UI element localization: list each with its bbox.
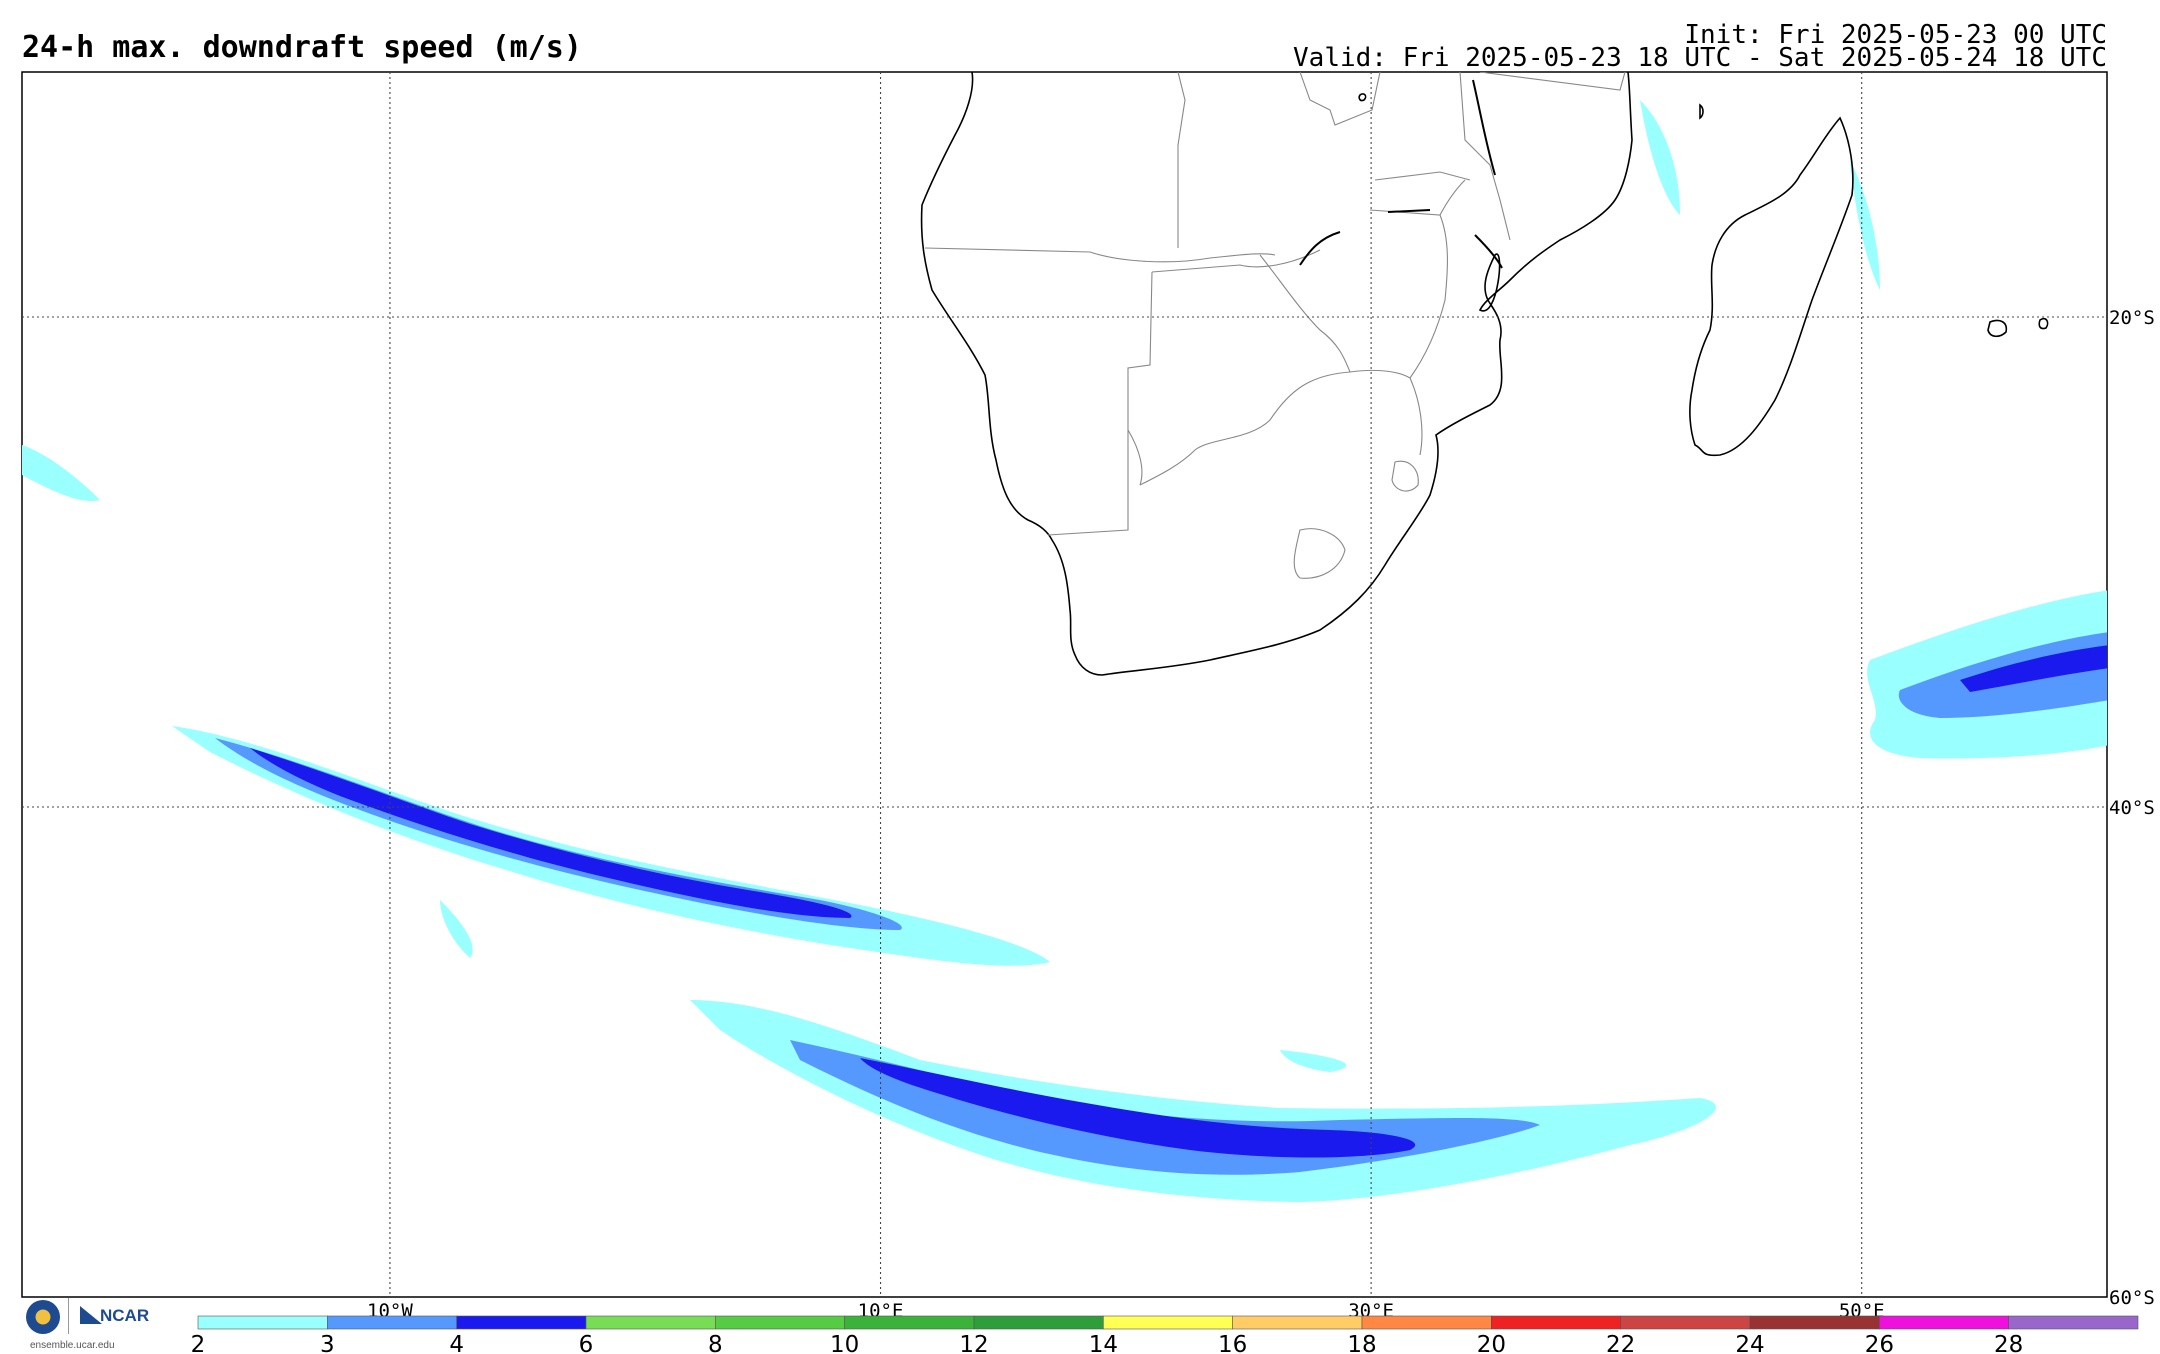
colorbar-tick-label: 10 (830, 1332, 859, 1354)
colorbar-tick-label: 12 (959, 1332, 988, 1354)
lakes (1299, 79, 1503, 269)
lat-label: 40°S (2109, 797, 2155, 819)
colorbar-tick-label: 22 (1606, 1332, 1635, 1354)
colorbar-tick-label: 20 (1477, 1332, 1506, 1354)
colorbar: 2 3 4 6 8 10 12 14 16 18 20 22 24 26 28 (191, 1315, 2139, 1354)
init-time: Init: Fri 2025-05-23 00 UTC (1684, 20, 2107, 50)
valid-time: Valid: Fri 2025-05-23 18 UTC - Sat 2025-… (1293, 43, 2107, 73)
org-logos: NCAR ensemble.ucar.edu (22, 1298, 162, 1354)
colorbar-swatch (2008, 1315, 2139, 1330)
colorbar-swatch (456, 1315, 587, 1330)
colorbar-swatch (1232, 1315, 1363, 1330)
lat-label: 60°S (2109, 1287, 2155, 1309)
colorbar-swatch (327, 1315, 457, 1330)
colorbar-swatch (1103, 1315, 1233, 1330)
downdraft-speckles (22, 100, 1880, 1072)
colorbar-tick-label: 18 (1347, 1332, 1376, 1354)
colorbar-swatch (1361, 1315, 1492, 1330)
nsf-logo-icon (26, 1300, 60, 1334)
map-title: 24-h max. downdraft speed (m/s) (22, 30, 582, 65)
colorbar-swatch (973, 1315, 1104, 1330)
colorbar-tick-label: 28 (1994, 1332, 2023, 1354)
colorbar-swatch (1879, 1315, 2009, 1330)
colorbar-tick-label: 24 (1735, 1332, 1764, 1354)
lat-label: 20°S (2109, 307, 2155, 329)
graticule (22, 72, 2107, 1297)
colorbar-swatch (844, 1315, 975, 1330)
colorbar-swatch (1620, 1315, 1751, 1330)
latitude-labels: 20°S 40°S 60°S (2109, 307, 2155, 1309)
colorbar-swatch (585, 1315, 716, 1330)
ncar-logo-icon (80, 1306, 102, 1324)
colorbar-tick-label: 16 (1218, 1332, 1247, 1354)
colorbar-tick-label: 26 (1865, 1332, 1894, 1354)
ncar-logo-text: NCAR (100, 1306, 150, 1325)
colorbar-swatch (715, 1315, 845, 1330)
colorbar-tick-label: 2 (191, 1332, 206, 1354)
site-url: ensemble.ucar.edu (30, 1340, 115, 1351)
colorbar-tick-label: 6 (579, 1332, 594, 1354)
country-borders (924, 72, 1626, 579)
downdraft-swath-east (1867, 590, 2107, 759)
colorbar-tick-label: 14 (1089, 1332, 1118, 1354)
coastlines (920, 72, 2049, 676)
downdraft-swath-west (172, 726, 1050, 966)
colorbar-tick-label: 4 (449, 1332, 464, 1354)
colorbar-tick-label: 8 (708, 1332, 723, 1354)
logo-divider (68, 1298, 69, 1334)
colorbar-tick-label: 3 (320, 1332, 335, 1354)
colorbar-swatch (1749, 1315, 1880, 1330)
colorbar-swatch (197, 1315, 328, 1330)
colorbar-swatch (1491, 1315, 1621, 1330)
downdraft-swath-south (690, 1000, 1716, 1202)
